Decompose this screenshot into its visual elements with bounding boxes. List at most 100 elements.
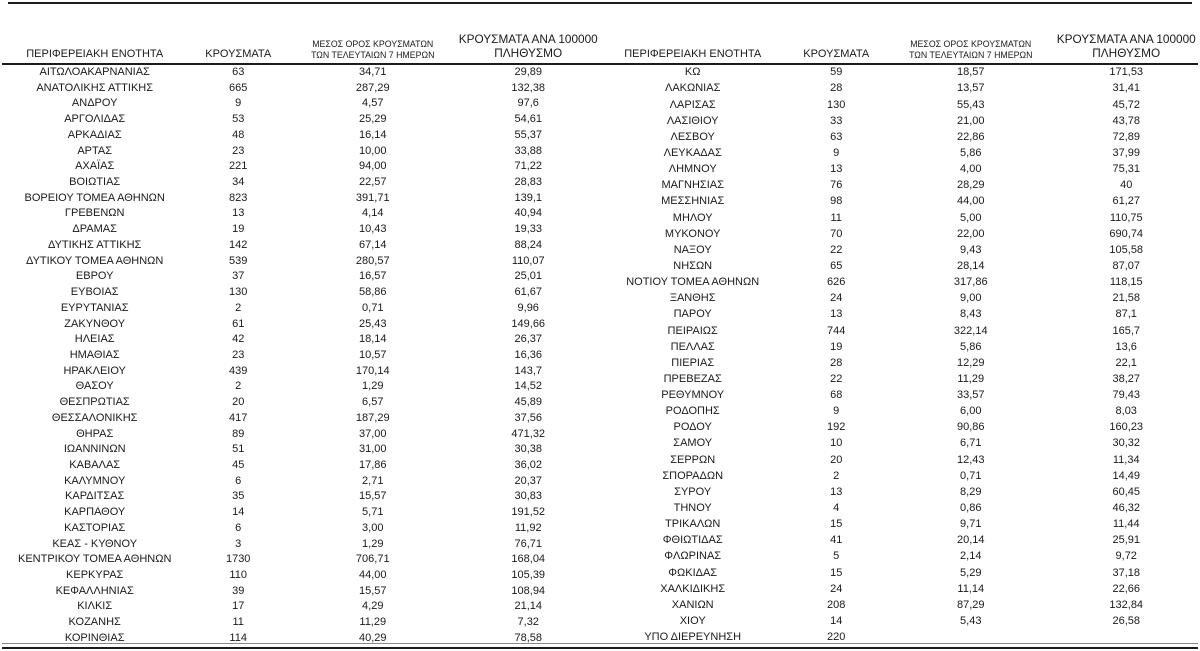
table-row: ΓΡΕΒΕΝΩΝ 13 4,14 40,94: [2, 206, 600, 222]
table-cell: 22,66: [1112, 582, 1140, 595]
table-row: ΗΜΑΘΙΑΣ 23 10,57 16,36: [2, 348, 600, 364]
table-cell: 9: [833, 405, 840, 418]
table-cell: 33,88: [514, 144, 542, 157]
table-cell: 87,29: [956, 598, 985, 611]
table-cell: 17,86: [358, 458, 387, 471]
table-row: ΕΥΡΥΤΑΝΙΑΣ 2 0,71 9,96: [2, 301, 600, 317]
col-header-avg7: ΜΕΣΟΣ ΟΡΟΣ ΚΡΟΥΣΜΑΤΩΝ ΤΩΝ ΤΕΛΕΥΤΑΙΩΝ 7 Η…: [289, 3, 457, 65]
header-row: ΠΕΡΙΦΕΡΕΙΑΚΗ ΕΝΟΤΗΤΑ ΚΡΟΥΣΜΑΤΑ ΜΕΣΟΣ ΟΡΟ…: [600, 3, 1198, 65]
table-cell: 4,14: [362, 207, 384, 220]
table-cell: 143,7: [514, 364, 542, 377]
table-cell: 44,00: [956, 195, 985, 208]
table-cell: 14: [830, 615, 843, 628]
table-cell: 15: [830, 518, 843, 531]
table-body-right: ΚΩ 59 18,57 171,53 ΛΑΚΩΝΙΑΣ 28 13,57 31,41 ΛΑΡΙΣ…: [600, 64, 1198, 647]
table-row: ΛΗΜΝΟΥ 13 4,00 75,31: [600, 162, 1198, 178]
table-cell: 51: [232, 443, 245, 456]
table-cell: 24: [830, 582, 843, 595]
table-row: ΡΟΔΟΥ 192 90,86 160,23: [600, 420, 1198, 436]
table-cell: ΑΙΤΩΛΟΑΚΑΡΝΑΝΙΑΣ: [39, 66, 150, 78]
table-cell: ΜΗΛΟΥ: [672, 211, 713, 224]
table-cell: ΦΛΩΡΙΝΑΣ: [664, 550, 722, 563]
table-cell: ΒΟΡΕΙΟΥ ΤΟΜΕΑ ΑΘΗΝΩΝ: [24, 191, 165, 204]
table-cell: 65: [830, 259, 843, 272]
table-cell: 26,58: [1112, 615, 1140, 628]
table-cell: 54,61: [514, 113, 542, 126]
table-cell: 11: [232, 616, 244, 629]
table-cell: 16,14: [358, 128, 387, 141]
table-cell: 2: [235, 380, 242, 393]
table-row: ΜΗΛΟΥ 11 5,00 110,75: [600, 210, 1198, 226]
table-cell: ΘΕΣΣΑΛΟΝΙΚΗΣ: [51, 411, 138, 424]
table-row: ΗΡΑΚΛΕΙΟΥ 439 170,14 143,7: [2, 364, 600, 380]
table-cell: ΜΕΣΣΗΝΙΑΣ: [661, 195, 725, 208]
header-row: ΠΕΡΙΦΕΡΕΙΑΚΗ ΕΝΟΤΗΤΑ ΚΡΟΥΣΜΑΤΑ ΜΕΣΟΣ ΟΡΟ…: [2, 3, 600, 65]
table-cell: ΗΡΑΚΛΕΙΟΥ: [63, 364, 126, 377]
table-row: ΚΑΣΤΟΡΙΑΣ 6 3,00 11,92: [2, 521, 600, 537]
table-cell: ΡΟΔΟΠΗΣ: [665, 405, 720, 418]
table-cell: 0,71: [960, 469, 982, 482]
table-cell: ΥΠΟ ΔΙΕΡΕΥΝΗΣΗ: [644, 631, 742, 644]
table-cell: 18,57: [956, 66, 985, 79]
table-cell: 28,14: [956, 259, 985, 272]
table-row: ΑΡΓΟΛΙΔΑΣ 53 25,29 54,61: [2, 112, 600, 128]
table-cell: ΔΥΤΙΚΟΥ ΤΟΜΕΑ ΑΘΗΝΩΝ: [26, 254, 164, 267]
table-row: ΝΟΤΙΟΥ ΤΟΜΕΑ ΑΘΗΝΩΝ 626 317,86 118,15: [600, 275, 1198, 291]
table-cell: 2: [833, 469, 840, 482]
table-row: ΕΥΒΟΙΑΣ 130 58,86 61,67: [2, 285, 600, 301]
table-cell: 9: [833, 146, 840, 159]
table-cell: ΜΑΓΝΗΣΙΑΣ: [661, 179, 724, 192]
table-cell: 11: [830, 211, 842, 224]
table-cell: 4,00: [960, 163, 982, 176]
table-cell: 4: [833, 502, 840, 515]
table-cell: 114: [229, 631, 247, 644]
table-cell: ΣΑΜΟΥ: [673, 437, 713, 450]
table-cell: 71,22: [514, 160, 542, 173]
col-header-avg7-line2: ΤΩΝ ΤΕΛΕΥΤΑΙΩΝ 7 ΗΜΕΡΩΝ: [311, 49, 435, 60]
table-cell: ΖΑΚΥΝΘΟΥ: [64, 317, 126, 330]
table-row: ΑΙΤΩΛΟΑΚΑΡΝΑΝΙΑΣ 63 34,71 29,89: [2, 64, 600, 81]
table-cell: 88,24: [514, 238, 542, 251]
table-cell: 44,00: [358, 569, 387, 581]
table-cell: 21,00: [956, 114, 985, 127]
table-cell: ΑΝΔΡΟΥ: [71, 97, 118, 110]
table-cell: 20,14: [956, 534, 985, 547]
table-cell: 25,01: [514, 270, 542, 283]
table-cell: 10,43: [358, 223, 387, 236]
table-cell: 192: [827, 421, 846, 434]
table-cell: 168,04: [511, 553, 546, 566]
table-cell: 2: [235, 301, 242, 314]
table-cell: ΚΑΛΥΜΝΟΥ: [64, 474, 126, 487]
table-cell: 13: [830, 308, 843, 321]
table-row: ΥΠΟ ΔΙΕΡΕΥΝΗΣΗ 220: [600, 630, 1198, 647]
table-row: ΖΑΚΥΝΘΟΥ 61 25,43 149,66: [2, 317, 600, 333]
table-cell: 61,27: [1112, 195, 1140, 208]
table-cell: 5,86: [960, 146, 982, 159]
table-cell: 17: [232, 600, 245, 613]
table-cell: 706,71: [355, 553, 390, 566]
table-cell: 25,29: [358, 113, 387, 126]
table-row: ΑΧΑΪΑΣ 221 94,00 71,22: [2, 159, 600, 175]
table-cell: 6: [235, 474, 242, 487]
table-cell: 171,53: [1109, 66, 1144, 79]
table-cell: 108,94: [511, 584, 546, 597]
table-cell: 1,29: [362, 537, 384, 550]
table-cell: 5,43: [960, 615, 982, 628]
col-header-region: ΠΕΡΙΦΕΡΕΙΑΚΗ ΕΝΟΤΗΤΑ: [600, 3, 786, 65]
table-row: ΤΗΝΟΥ 4 0,86 46,32: [600, 501, 1198, 517]
table-cell: 317,86: [953, 276, 988, 289]
regional-cases-table-right: ΠΕΡΙΦΕΡΕΙΑΚΗ ΕΝΟΤΗΤΑ ΚΡΟΥΣΜΑΤΑ ΜΕΣΟΣ ΟΡΟ…: [600, 3, 1198, 647]
table-cell: 105,58: [1109, 243, 1144, 256]
table-cell: 12,29: [956, 356, 985, 369]
table-cell: 15,57: [358, 584, 387, 597]
table-cell: ΛΑΣΙΘΙΟΥ: [666, 114, 719, 127]
table-cell: 3,00: [362, 521, 384, 534]
table-cell: ΛΑΡΙΣΑΣ: [669, 98, 716, 111]
table-cell: 130: [827, 98, 846, 111]
table-cell: 471,32: [511, 427, 546, 440]
table-cell: 28: [830, 356, 843, 369]
table-row: ΑΡΤΑΣ 23 10,00 33,88: [2, 144, 600, 160]
table-cell: 87,1: [1115, 308, 1137, 321]
table-cell: 67,14: [358, 238, 387, 251]
table-row: ΣΥΡΟΥ 13 8,29 60,45: [600, 485, 1198, 501]
